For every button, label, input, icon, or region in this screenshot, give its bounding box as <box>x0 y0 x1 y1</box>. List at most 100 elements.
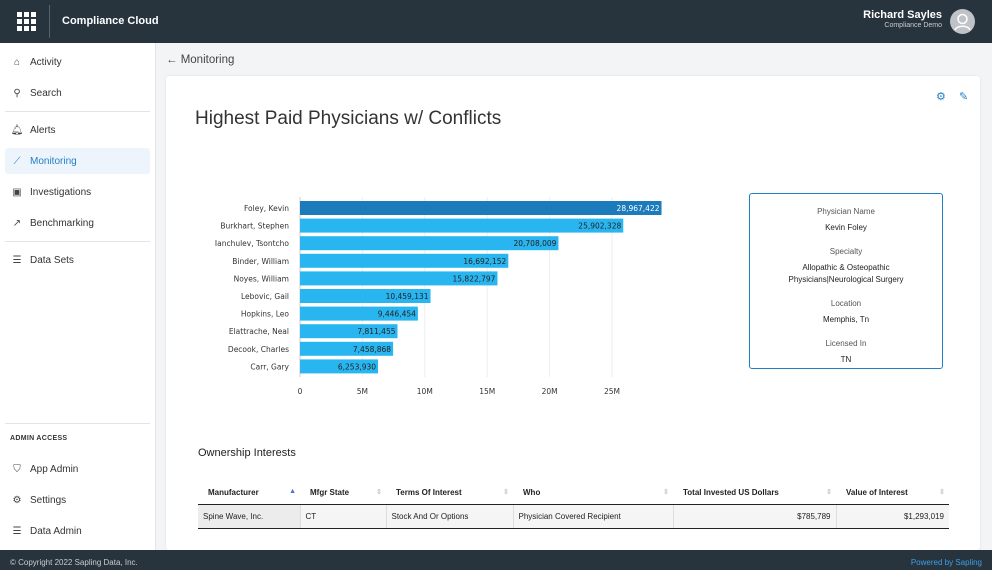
bell-icon: 🔔︎ <box>10 124 24 136</box>
sidebar-item-data-sets[interactable]: ☰ Data Sets <box>5 247 150 273</box>
sidebar: ⌂ Activity ⚲ Search 🔔︎ Alerts ⟋ Monitoring ▣… <box>0 43 156 550</box>
divider <box>5 423 150 424</box>
sidebar-item-investigations[interactable]: ▣ Investigations <box>5 179 150 205</box>
x-tick-label: 15M <box>479 387 495 396</box>
field-label: Licensed In <box>825 339 867 348</box>
data-label: 9,446,454 <box>378 310 416 319</box>
bar <box>300 236 559 251</box>
specialty: Allopathic & Osteopathic Physicians|Neur… <box>788 263 904 284</box>
page-title: Highest Paid Physicians w/ Conflicts <box>195 108 502 129</box>
sidebar-item-label: Benchmarking <box>30 217 94 229</box>
y-tick-label: Burkhart, Stephen <box>220 222 289 231</box>
chart-line-icon: ↗ <box>12 217 22 229</box>
sidebar-item-app-admin[interactable]: ⛉ App Admin <box>5 456 150 482</box>
sidebar-item-alerts[interactable]: 🔔︎ Alerts <box>5 117 150 143</box>
sidebar-item-label: App Admin <box>30 463 79 475</box>
sort-asc-icon: ▲ <box>289 488 296 495</box>
sort-icon: ⇕ <box>663 489 669 496</box>
sidebar-item-data-admin[interactable]: ☰ Data Admin <box>5 518 150 544</box>
database-icon: ☰ <box>12 254 22 266</box>
x-tick-label: 0 <box>298 387 303 396</box>
bar <box>300 218 624 233</box>
telescope-icon: ⟋ <box>13 155 21 167</box>
sort-icon: ⇕ <box>939 489 945 496</box>
sidebar-item-benchmarking[interactable]: ↗ Benchmarking <box>5 210 150 236</box>
cell-state: CT <box>300 504 387 529</box>
sidebar-item-label: Activity <box>30 56 62 68</box>
y-tick-label: Foley, Kevin <box>244 204 289 213</box>
cell-total-invested: $785,789 <box>673 504 837 529</box>
sidebar-item-activity[interactable]: ⌂ Activity <box>5 49 150 75</box>
cell-who: Physician Covered Recipient <box>513 504 674 529</box>
sidebar-item-label: Investigations <box>30 186 92 198</box>
search-icon: ⚲ <box>13 87 21 99</box>
licensed-in: TN <box>840 355 852 364</box>
sort-icon: ⇕ <box>503 489 509 496</box>
column-header-value[interactable]: Value of Interest ⇕ <box>836 482 949 505</box>
y-tick-label: Decook, Charles <box>228 345 289 354</box>
y-tick-label: Lebovic, Gail <box>241 292 289 301</box>
column-header-who[interactable]: Who ⇕ <box>513 482 673 505</box>
breadcrumb-label: Monitoring <box>180 54 235 66</box>
y-tick-label: Elattrache, Neal <box>229 327 289 336</box>
bar <box>300 253 509 268</box>
sort-icon: ⇕ <box>376 489 382 496</box>
sidebar-item-label: Search <box>30 87 62 99</box>
copyright: © Copyright 2022 Sapling Data, Inc. <box>10 558 138 567</box>
y-tick-label: Binder, William <box>232 257 289 266</box>
sidebar-item-label: Data Admin <box>30 525 82 537</box>
x-tick-label: 5M <box>357 387 368 396</box>
data-label: 15,822,797 <box>453 274 496 283</box>
column-header-terms[interactable]: Terms Of Interest ⇕ <box>386 482 513 505</box>
sidebar-item-monitoring[interactable]: ⟋ Monitoring <box>5 148 150 174</box>
gear-icon: ⚙ <box>12 494 22 506</box>
user-org: Compliance Demo <box>884 22 942 29</box>
field-label: Location <box>830 299 862 308</box>
bar <box>300 324 398 339</box>
y-tick-label: Hopkins, Leo <box>241 310 290 319</box>
powered-by-link[interactable]: Powered by Sapling <box>910 558 982 567</box>
user-info[interactable]: Richard Sayles Compliance Demo <box>863 9 942 29</box>
field-label: Specialty <box>829 247 863 256</box>
sidebar-item-search[interactable]: ⚲ Search <box>5 80 150 106</box>
bar <box>300 271 498 286</box>
bar <box>300 359 379 374</box>
back-link[interactable]: ← Monitoring <box>166 54 234 66</box>
x-tick-label: 20M <box>542 387 558 396</box>
footer: © Copyright 2022 Sapling Data, Inc. Powe… <box>0 550 992 570</box>
database-icon: ☰ <box>12 525 22 537</box>
data-label: 20,708,009 <box>513 239 556 248</box>
column-header-mfgr-state[interactable]: Mfgr State ⇕ <box>300 482 386 505</box>
column-header-manufacturer[interactable]: Manufacturer ▲ <box>198 482 300 505</box>
app-grid-icon[interactable] <box>17 12 36 31</box>
top-bar: Compliance Cloud Richard Sayles Complian… <box>0 0 992 43</box>
location: Memphis, Tn <box>822 315 870 324</box>
sidebar-item-label: Data Sets <box>30 254 74 266</box>
x-tick-label: 10M <box>417 387 433 396</box>
bar <box>300 289 431 303</box>
sidebar-item-label: Settings <box>30 494 67 506</box>
gear-icon[interactable]: ⚙ <box>936 91 946 103</box>
data-label: 6,253,930 <box>338 362 376 371</box>
sidebar-item-label: Monitoring <box>30 155 77 167</box>
pencil-icon[interactable]: ✎ <box>959 91 969 103</box>
home-icon: ⌂ <box>13 56 21 68</box>
y-tick-label: Carr, Gary <box>250 362 289 371</box>
briefcase-icon: ▣ <box>12 186 22 198</box>
data-label: 16,692,152 <box>463 257 506 266</box>
data-label: 25,902,328 <box>578 222 621 231</box>
cell-value: $1,293,019 <box>836 504 949 529</box>
bar <box>300 201 662 215</box>
avatar[interactable] <box>950 9 975 34</box>
data-label: 28,967,422 <box>617 204 660 213</box>
user-name: Richard Sayles <box>863 9 942 21</box>
sidebar-item-settings[interactable]: ⚙ Settings <box>5 487 150 513</box>
data-label: 7,458,868 <box>353 345 391 354</box>
ownership-table: Manufacturer ▲ Mfgr State ⇕ Terms Of Inter… <box>198 482 949 529</box>
section-title: Ownership Interests <box>198 447 296 459</box>
table-row[interactable]: Spine Wave, Inc. CT Stock And Or Options… <box>198 504 949 529</box>
column-header-total-invested[interactable]: Total Invested US Dollars ⇕ <box>673 482 836 505</box>
y-tick-label: Ianchulev, Tsontcho <box>215 239 290 248</box>
cell-manufacturer: Spine Wave, Inc. <box>198 504 301 529</box>
data-label: 7,811,455 <box>357 327 395 336</box>
